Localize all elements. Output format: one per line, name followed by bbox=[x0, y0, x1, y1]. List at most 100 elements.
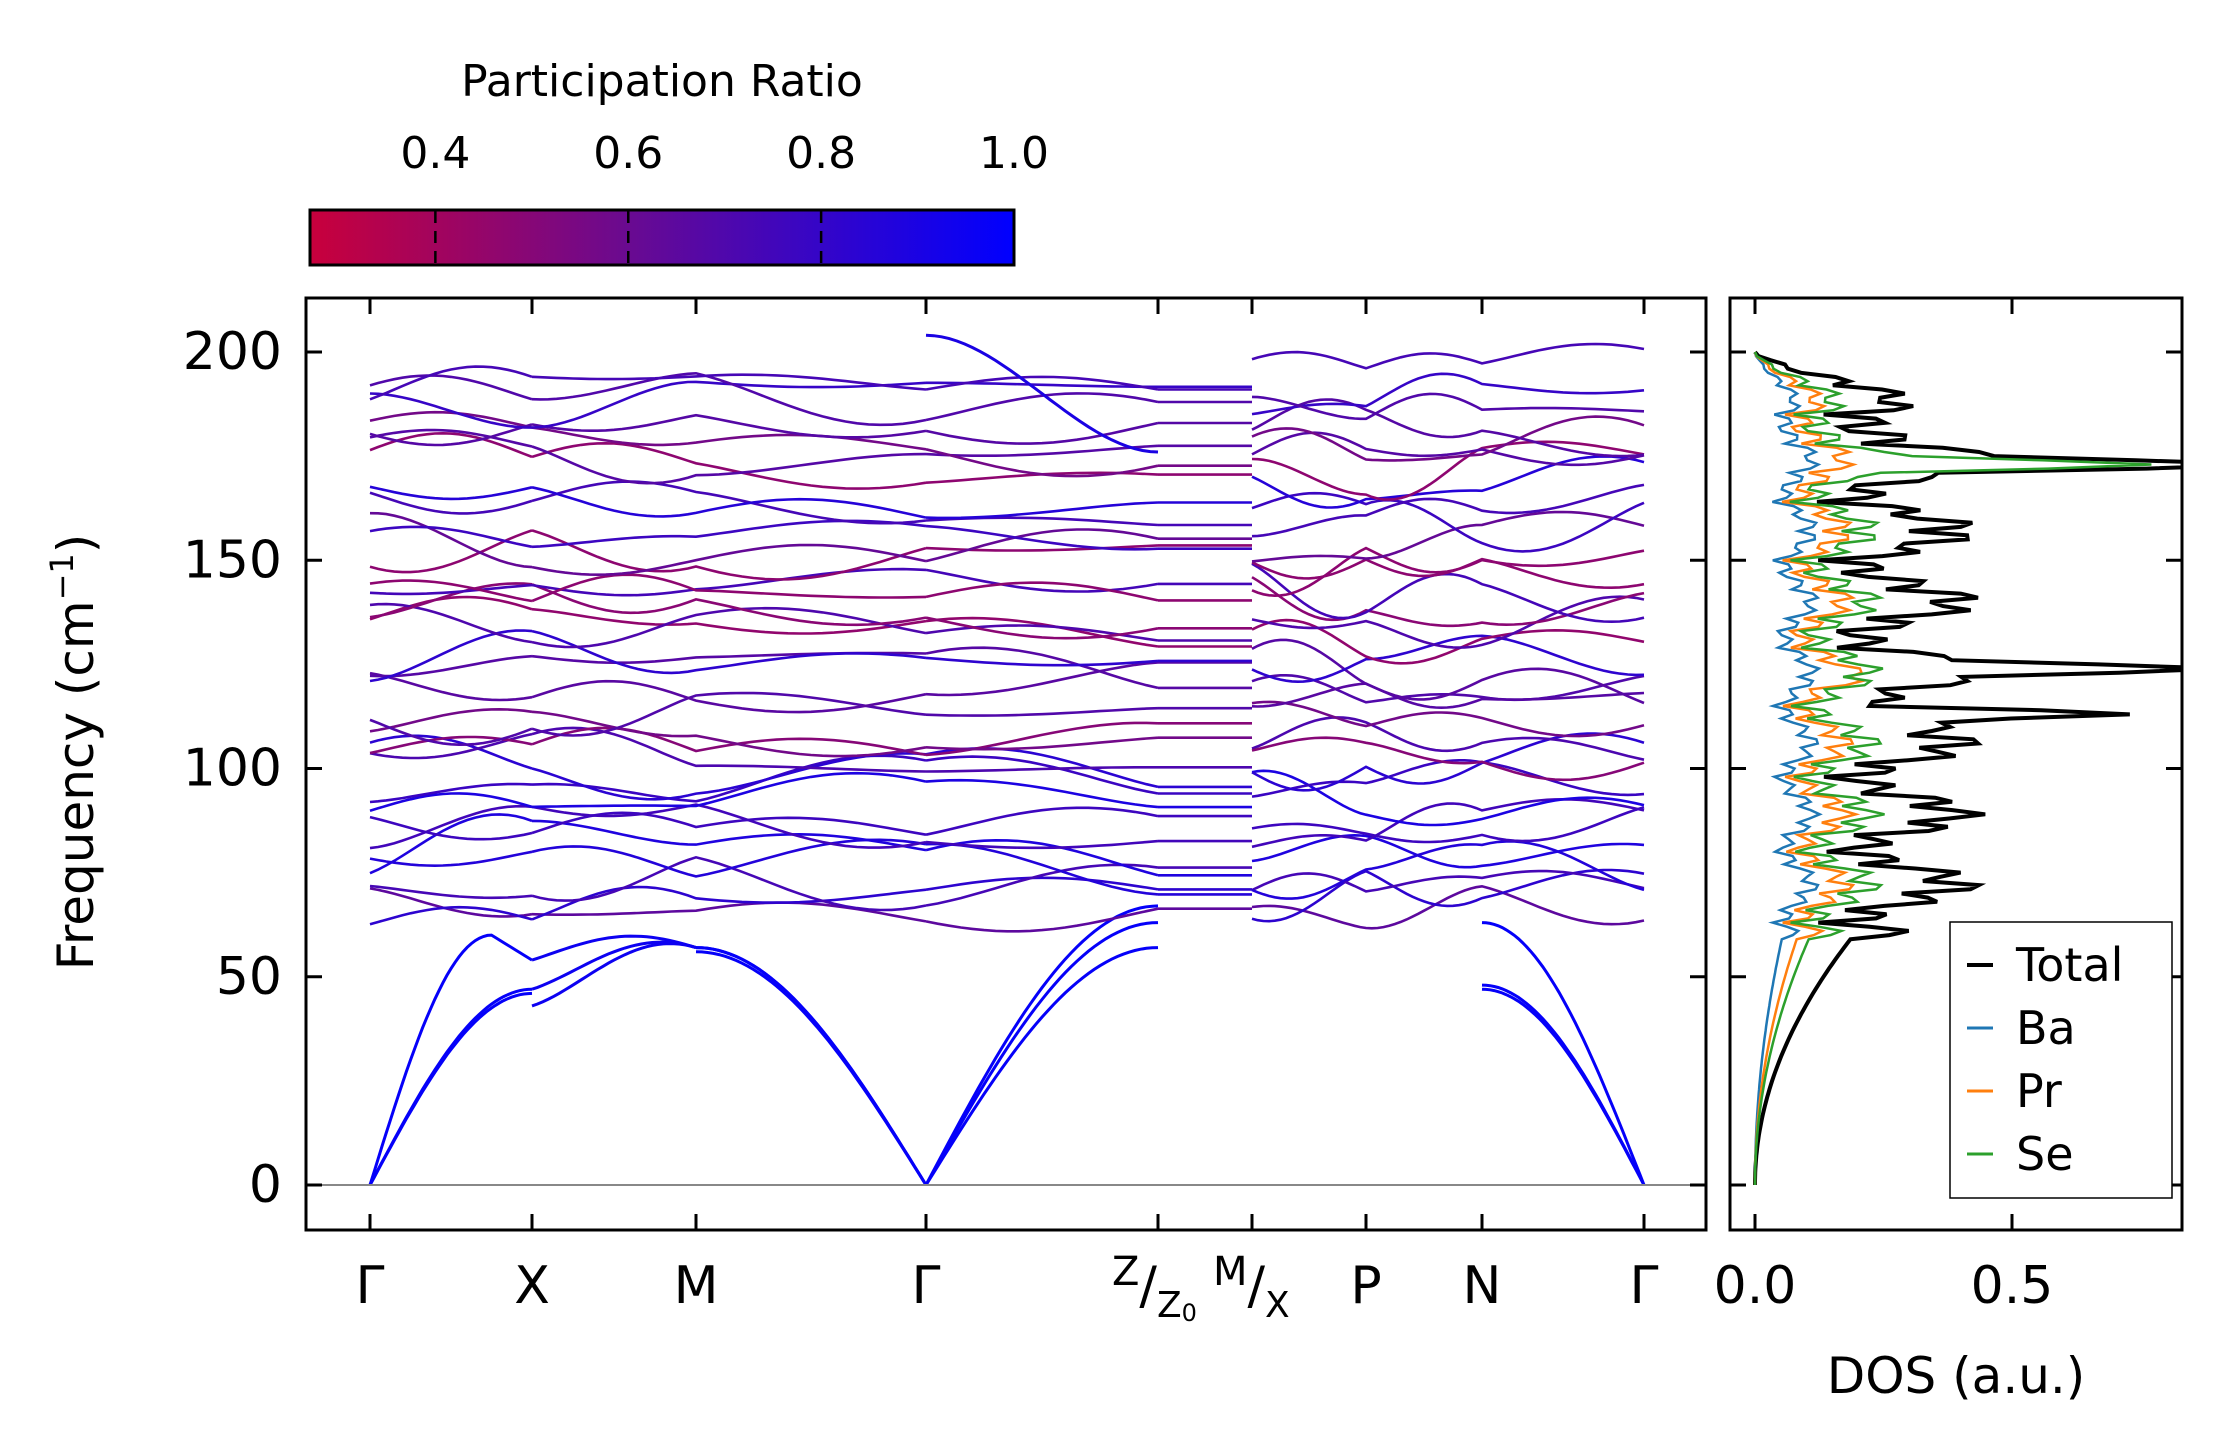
optical-band bbox=[369, 583, 533, 596]
y-axis-label-sup: −1 bbox=[43, 553, 81, 600]
optical-band bbox=[531, 543, 927, 577]
optical-band bbox=[531, 679, 927, 714]
optical-band bbox=[369, 732, 533, 760]
optical-band bbox=[925, 501, 1159, 520]
optical-band bbox=[925, 838, 1159, 877]
optical-band bbox=[531, 629, 927, 675]
optical-band bbox=[369, 671, 533, 702]
optical-band bbox=[531, 771, 927, 809]
y-axis-label-main: Frequency (cm bbox=[47, 600, 105, 970]
acoustic-branch bbox=[531, 934, 697, 962]
optical-band bbox=[1251, 576, 1645, 628]
optical-band bbox=[925, 842, 1159, 896]
acoustic-branch bbox=[531, 940, 697, 991]
acoustic-branch bbox=[695, 950, 928, 1186]
optical-band bbox=[531, 480, 927, 525]
optical-band bbox=[531, 691, 927, 737]
band-axes-frame bbox=[304, 296, 1708, 1232]
optical-band bbox=[369, 782, 533, 804]
optical-band bbox=[925, 907, 1159, 933]
xtick-x: X bbox=[514, 1256, 550, 1316]
optical-band bbox=[925, 528, 1159, 563]
xtick-z-z0: Z/Z0 bbox=[1112, 1249, 1197, 1327]
optical-band bbox=[369, 734, 533, 770]
optical-band bbox=[925, 721, 1159, 757]
optical-band bbox=[1251, 674, 1645, 704]
optical-band bbox=[925, 581, 1159, 602]
optical-band bbox=[1251, 884, 1645, 930]
acoustic-branch bbox=[1481, 983, 1646, 1186]
optical-band bbox=[1251, 869, 1645, 893]
y-axis-label: Frequency (cm−1) bbox=[43, 534, 105, 971]
optical-band bbox=[925, 766, 1158, 773]
dos-legend: Total Ba Pr Se bbox=[1949, 921, 2173, 1199]
optical-band bbox=[369, 392, 533, 429]
optical-band bbox=[925, 392, 1159, 422]
optical-band bbox=[369, 629, 533, 683]
colorbar-title: Participation Ratio bbox=[461, 56, 863, 107]
optical-band bbox=[369, 365, 533, 401]
optical-band bbox=[369, 491, 533, 515]
optical-band bbox=[531, 606, 927, 649]
optical-band bbox=[531, 752, 927, 801]
acoustic-branch bbox=[924, 904, 1159, 1186]
optical-band bbox=[531, 583, 927, 627]
optical-band bbox=[531, 710, 927, 758]
optical-band bbox=[531, 811, 927, 836]
optical-band bbox=[369, 815, 533, 841]
optical-band bbox=[369, 792, 533, 812]
optical-band bbox=[369, 654, 533, 678]
acoustic-branch bbox=[1481, 921, 1646, 1186]
optical-band bbox=[1251, 510, 1645, 563]
dos-x-tick-label: 0.0 bbox=[1714, 1256, 1797, 1316]
acoustic-branch bbox=[1481, 987, 1646, 1186]
optical-band bbox=[531, 380, 927, 429]
optical-band bbox=[1251, 868, 1645, 923]
xtick-m-x: M/X bbox=[1213, 1249, 1290, 1326]
optical-band bbox=[531, 486, 927, 519]
optical-band bbox=[531, 371, 927, 427]
optical-band bbox=[1251, 546, 1645, 598]
dos-x-axis-label: DOS (a.u.) bbox=[1827, 1347, 2086, 1405]
legend-label-se: Se bbox=[2016, 1127, 2074, 1181]
optical-band bbox=[925, 616, 1159, 648]
xtick-m: M bbox=[674, 1256, 719, 1316]
optical-band bbox=[925, 839, 1159, 850]
optical-band bbox=[369, 602, 533, 644]
legend-label-total: Total bbox=[2015, 938, 2123, 992]
optical-band bbox=[369, 428, 533, 448]
optical-band bbox=[925, 375, 1159, 391]
y-tick-label: 0 bbox=[249, 1155, 282, 1215]
xtick-n: N bbox=[1463, 1256, 1502, 1316]
legend-label-pr: Pr bbox=[2016, 1064, 2062, 1118]
acoustic-branch bbox=[924, 946, 1159, 1186]
optical-band bbox=[369, 529, 533, 574]
optical-band bbox=[531, 413, 927, 439]
optical-band bbox=[531, 726, 927, 757]
optical-band bbox=[531, 855, 927, 912]
dos-line-se bbox=[1753, 351, 2152, 1185]
optical-band bbox=[925, 616, 1159, 640]
optical-band bbox=[925, 661, 1159, 697]
optical-band bbox=[531, 838, 927, 878]
optical-band bbox=[1251, 736, 1645, 782]
acoustic-branch bbox=[368, 933, 533, 1186]
optical-band bbox=[1251, 759, 1645, 798]
optical-band bbox=[531, 373, 927, 391]
optical-band bbox=[925, 524, 1159, 551]
optical-band bbox=[531, 529, 927, 581]
optical-band bbox=[1251, 483, 1645, 538]
optical-band bbox=[369, 410, 533, 429]
optical-band bbox=[369, 707, 533, 733]
optical-band bbox=[369, 813, 533, 875]
optical-band bbox=[925, 806, 1159, 836]
optical-band bbox=[925, 755, 1159, 795]
optical-band bbox=[1251, 398, 1645, 458]
optical-band bbox=[1251, 716, 1645, 761]
legend-frame bbox=[1949, 921, 2173, 1199]
optical-band bbox=[925, 778, 1159, 809]
optical-band bbox=[531, 885, 927, 921]
optical-band bbox=[1251, 595, 1645, 649]
xtick-p: P bbox=[1350, 1256, 1381, 1316]
xtick-gamma-3: Γ bbox=[1630, 1256, 1659, 1316]
